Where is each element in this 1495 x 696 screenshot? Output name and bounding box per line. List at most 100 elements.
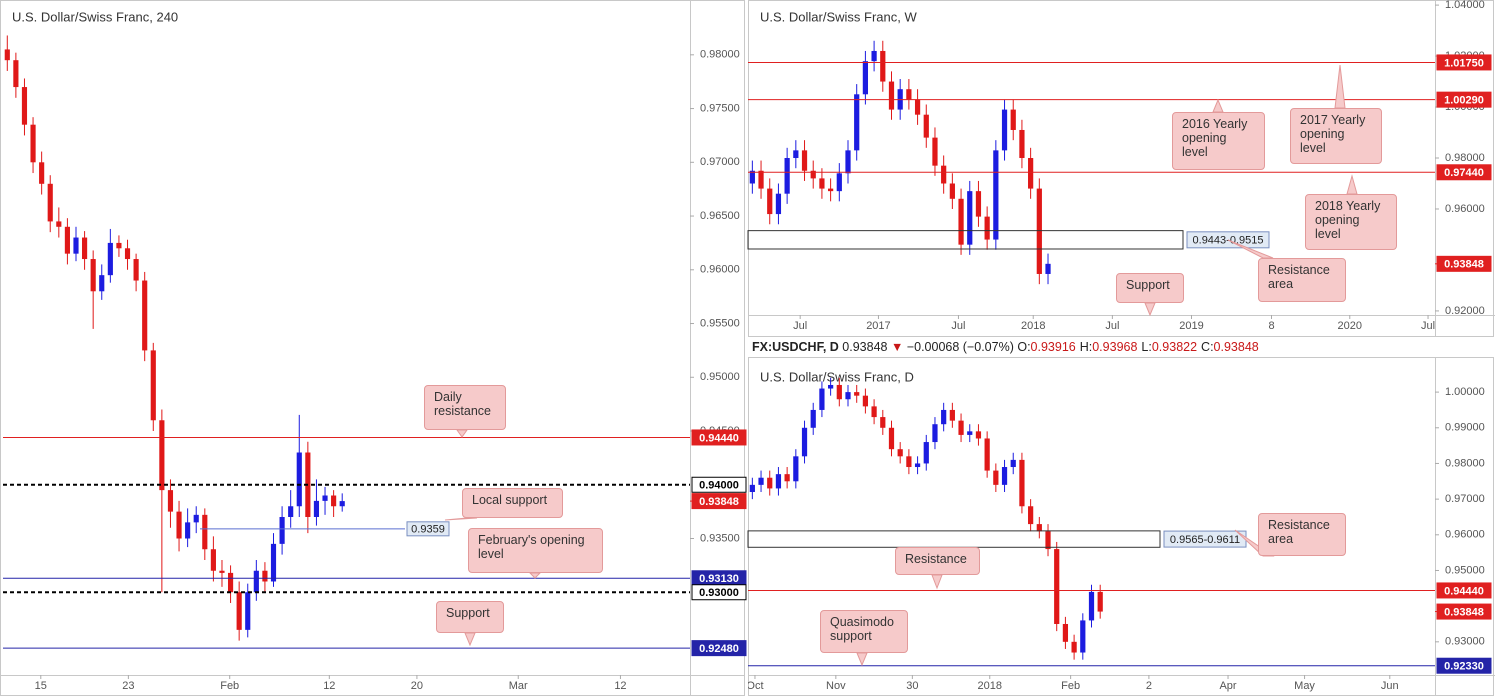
candle-body — [914, 463, 921, 468]
candle-body — [1019, 459, 1025, 507]
candle-body — [932, 137, 938, 166]
change: −0.00068 (−0.07%) — [906, 340, 1014, 354]
y-tick-label: 0.96000 — [700, 264, 740, 276]
candle-body — [793, 150, 799, 159]
candle-body — [227, 572, 234, 593]
candle-body — [993, 150, 999, 240]
y-tick-label: 0.98000 — [1445, 152, 1485, 164]
candle-body — [1001, 109, 1008, 151]
callout-pointer — [464, 632, 476, 647]
candle-body — [862, 395, 869, 407]
candle-body — [99, 275, 105, 292]
callout-pointer — [528, 572, 542, 579]
x-tick-label: Nov — [826, 680, 846, 692]
y-tick-label: 0.97500 — [700, 102, 740, 114]
ohlc-value: 0.93822 — [1151, 340, 1198, 354]
candle-body — [923, 442, 929, 464]
candle-body — [64, 226, 70, 254]
candle-body — [854, 94, 860, 151]
candle-body — [836, 384, 842, 400]
candle-body — [1010, 459, 1016, 468]
candle-body — [871, 406, 877, 418]
candle-body — [767, 477, 773, 489]
callout-pointer — [1346, 174, 1358, 195]
candle-body — [984, 438, 990, 471]
zone-label: 0.9443-0.9515 — [1193, 235, 1264, 247]
candle-body — [836, 173, 842, 192]
callout: Daily resistance — [424, 385, 506, 430]
candle-body — [82, 237, 88, 260]
x-tick-label: 2020 — [1338, 320, 1362, 332]
y-tick-label: 0.95500 — [700, 317, 740, 329]
x-tick-label: 15 — [35, 680, 47, 692]
candle-body — [810, 170, 816, 179]
plot-area — [749, 40, 1051, 285]
x-tick-label: Mar — [509, 680, 528, 692]
y-tick-label: 0.96500 — [700, 210, 740, 222]
candle-body — [73, 237, 79, 254]
x-tick-label: 2 — [1146, 680, 1152, 692]
callout: Support — [436, 601, 504, 633]
candle-body — [1071, 641, 1077, 653]
callout: 2017 Yearly opening level — [1290, 108, 1382, 164]
y-tick-label: 0.97000 — [1445, 493, 1485, 505]
candle-body — [975, 191, 982, 217]
candle-body — [880, 417, 886, 428]
candle-body — [801, 150, 808, 171]
ohlc-value: 0.93968 — [1092, 340, 1138, 354]
candle-body — [897, 449, 903, 457]
candle-body — [279, 516, 285, 544]
callout: 2016 Yearly opening level — [1172, 112, 1265, 170]
candle-body — [339, 501, 345, 507]
candle-body — [993, 470, 999, 485]
zone-label: 0.9565-0.9611 — [1170, 534, 1240, 546]
x-axis: Jul 2017 Jul 2018 Jul 2019 8 2020 Jul — [793, 315, 1435, 332]
x-tick-label: Apr — [1219, 680, 1236, 692]
ohlc-key: O: — [1017, 340, 1031, 354]
candle-body — [116, 242, 122, 249]
candle-body — [1062, 623, 1069, 642]
candle-body — [906, 89, 912, 100]
callout-pointer — [931, 574, 943, 590]
candle-body — [941, 409, 947, 425]
candle-body — [1010, 109, 1016, 130]
level-label: 0.97440 — [1444, 167, 1484, 179]
candle-body — [871, 50, 877, 62]
ohlc-value: 0.93848 — [1213, 340, 1259, 354]
candle-body — [801, 427, 808, 457]
level-label-box — [691, 493, 747, 510]
x-tick-label: Jul — [951, 320, 965, 332]
candle-body — [176, 511, 182, 539]
change-arrow: ▼ — [890, 340, 904, 354]
candle-body — [1028, 158, 1034, 189]
y-tick-label: 0.98000 — [700, 49, 740, 61]
candle-body — [313, 500, 320, 517]
candle-body — [219, 570, 225, 573]
level-label-box — [1436, 91, 1492, 108]
y-tick-label: 0.92000 — [1445, 305, 1485, 317]
x-axis: Oct Nov 30 2018 Feb 2 Apr May Jun — [748, 675, 1399, 692]
callout: February's opening level — [468, 528, 603, 573]
y-tick-label: 1.04000 — [1445, 0, 1485, 11]
level-label-box — [1436, 54, 1492, 71]
callout-pointer — [444, 517, 478, 521]
candle-body — [245, 592, 251, 630]
candle-body — [854, 392, 860, 396]
y-tick-label: 0.95000 — [700, 371, 740, 383]
candle-body — [793, 456, 799, 482]
level-label-box — [1436, 255, 1492, 272]
plot-area — [4, 35, 345, 641]
zone — [747, 230, 1184, 250]
y-tick-label: 1.00000 — [1445, 386, 1485, 398]
candle-body — [958, 198, 964, 245]
candle-body — [767, 188, 773, 215]
level-label: 0.93848 — [1444, 259, 1484, 271]
level-label-box — [1436, 603, 1492, 620]
candle-body — [107, 242, 113, 276]
candle-body — [1080, 620, 1086, 653]
candle-body — [1028, 506, 1034, 525]
y-tick-label: 0.93000 — [1445, 636, 1485, 648]
symbol-header: FX:USDCHF, D 0.93848 ▼ −0.00068 (−0.07%)… — [752, 340, 1263, 354]
candle-body — [1045, 531, 1051, 550]
